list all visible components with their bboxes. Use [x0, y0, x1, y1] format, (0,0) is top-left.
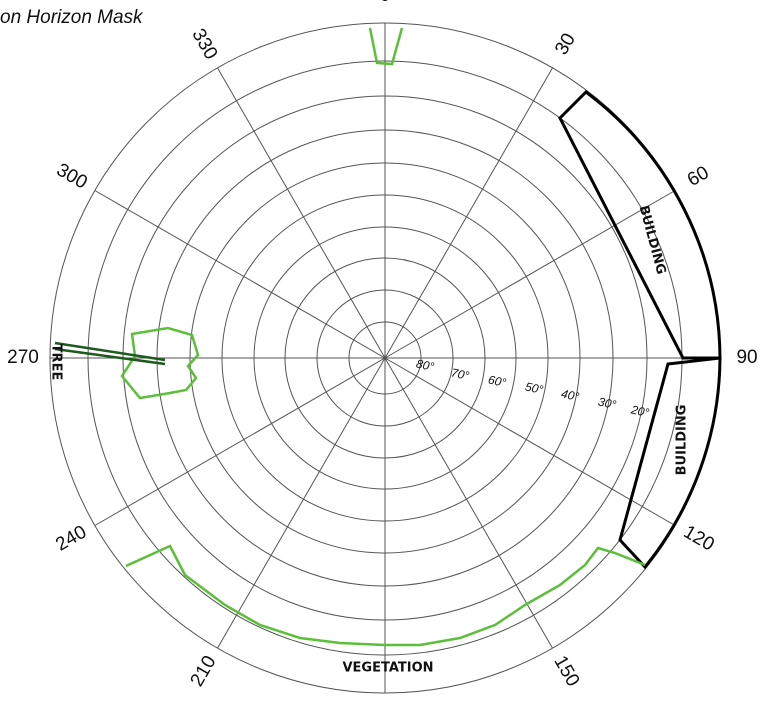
- azimuth-label: 0: [380, 0, 391, 6]
- obstruction-label: BUILDING: [636, 204, 669, 276]
- azimuth-label: 300: [53, 160, 91, 194]
- azimuth-label: 270: [7, 347, 39, 368]
- elevation-label: 40°: [560, 386, 581, 404]
- azimuth-spoke: [384, 190, 676, 359]
- vegetation-line: [125, 544, 646, 647]
- obstruction-label: BUILDING: [675, 405, 690, 476]
- tree-line: [54, 347, 166, 366]
- azimuth-spoke: [384, 357, 676, 526]
- elevation-label: 30°: [597, 394, 618, 412]
- azimuth-label: 330: [187, 25, 221, 63]
- azimuth-label: 120: [680, 522, 718, 556]
- elevation-label: 20°: [629, 402, 651, 420]
- obstruction-label: VEGETATION: [342, 661, 433, 676]
- azimuth-spoke: [94, 190, 386, 359]
- azimuth-spoke: [94, 357, 386, 526]
- elevation-label: 80°: [415, 356, 436, 374]
- elevation-label: 70°: [450, 365, 471, 383]
- building-outline: [558, 90, 722, 360]
- azimuth-spoke: [384, 67, 553, 359]
- azimuth-label: 30: [551, 30, 580, 59]
- elevation-label: 50°: [524, 379, 545, 397]
- azimuth-label: 90: [736, 347, 757, 368]
- vegetation-line: [368, 27, 404, 66]
- building-outline: [618, 356, 722, 570]
- azimuth-spoke: [384, 357, 553, 649]
- azimuth-label: 240: [52, 522, 90, 556]
- azimuth-label: 60: [684, 162, 713, 191]
- title: on Horizon Mask: [0, 7, 144, 28]
- elevation-label: 60°: [487, 372, 508, 390]
- azimuth-spoke: [217, 67, 386, 359]
- azimuth-spoke: [217, 357, 386, 649]
- tree-line: [54, 341, 166, 362]
- azimuth-label: 210: [187, 652, 221, 690]
- polar-grid: [49, 22, 721, 694]
- obstruction-label: TREE: [49, 344, 64, 381]
- azimuth-label: 150: [549, 652, 583, 690]
- tree-outline: [120, 326, 200, 400]
